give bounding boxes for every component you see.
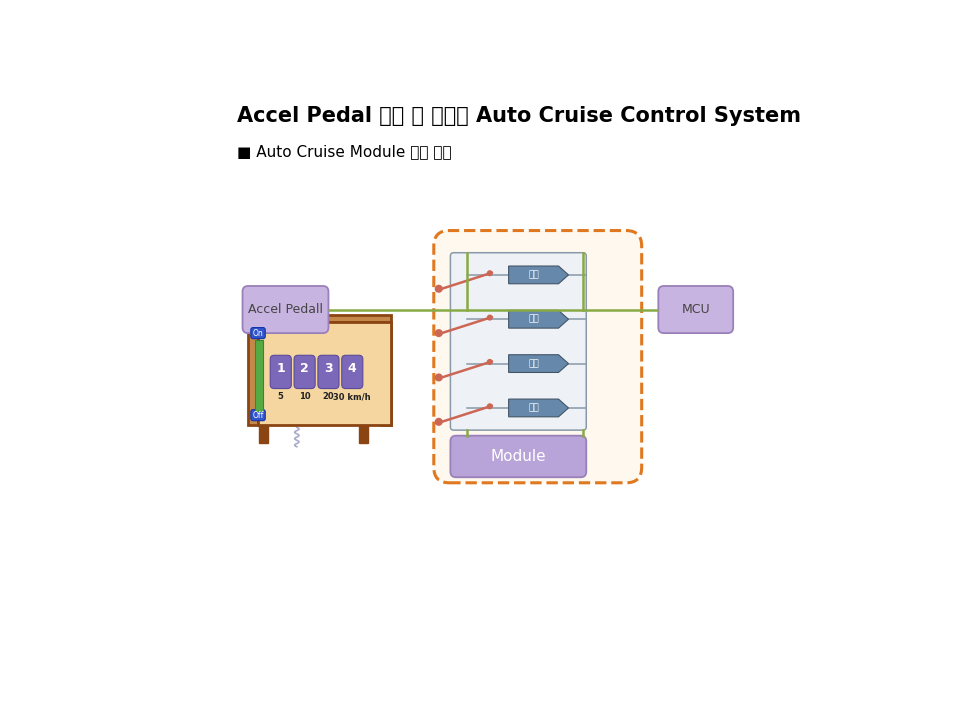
- Text: ■ Auto Cruise Module 제작 도안: ■ Auto Cruise Module 제작 도안: [237, 145, 451, 160]
- Text: 1: 1: [276, 362, 285, 375]
- Polygon shape: [509, 266, 568, 284]
- Circle shape: [436, 330, 443, 336]
- FancyBboxPatch shape: [450, 253, 587, 430]
- FancyBboxPatch shape: [271, 355, 291, 389]
- FancyBboxPatch shape: [251, 410, 265, 420]
- Text: Off: Off: [252, 410, 264, 420]
- FancyBboxPatch shape: [450, 436, 587, 477]
- Text: 3: 3: [324, 362, 333, 375]
- Circle shape: [436, 285, 443, 292]
- Polygon shape: [509, 310, 568, 328]
- Text: 저항: 저항: [528, 359, 539, 368]
- Polygon shape: [509, 355, 568, 372]
- FancyBboxPatch shape: [659, 286, 733, 333]
- Bar: [259, 425, 268, 443]
- Bar: [381, 322, 391, 425]
- Text: Accel Pedal 출력 값 조정형 Auto Cruise Control System: Accel Pedal 출력 값 조정형 Auto Cruise Control…: [237, 106, 801, 126]
- FancyBboxPatch shape: [251, 328, 265, 338]
- Text: 20: 20: [323, 392, 334, 401]
- FancyBboxPatch shape: [342, 355, 363, 389]
- Circle shape: [488, 271, 492, 276]
- Circle shape: [488, 315, 492, 320]
- FancyBboxPatch shape: [243, 286, 328, 333]
- FancyBboxPatch shape: [434, 230, 641, 483]
- Text: On: On: [252, 328, 263, 338]
- Text: 10: 10: [299, 392, 310, 401]
- FancyBboxPatch shape: [318, 355, 339, 389]
- Polygon shape: [509, 399, 568, 417]
- Text: 저항: 저항: [528, 315, 539, 324]
- Text: 저항: 저항: [528, 271, 539, 279]
- Bar: [248, 315, 391, 322]
- Circle shape: [436, 418, 443, 425]
- Bar: [359, 425, 368, 443]
- Circle shape: [488, 359, 492, 364]
- Text: Module: Module: [491, 449, 546, 464]
- Text: 5: 5: [277, 392, 284, 401]
- Text: 30 km/h: 30 km/h: [333, 392, 372, 401]
- Bar: [248, 322, 258, 425]
- Text: Accel Pedall: Accel Pedall: [248, 303, 323, 316]
- Bar: [255, 340, 263, 410]
- Circle shape: [488, 404, 492, 409]
- FancyBboxPatch shape: [294, 355, 315, 389]
- Text: 2: 2: [300, 362, 309, 375]
- Text: 저항: 저항: [528, 403, 539, 413]
- Text: MCU: MCU: [682, 303, 710, 316]
- Text: 4: 4: [348, 362, 357, 375]
- Circle shape: [436, 374, 443, 381]
- Bar: [258, 322, 391, 425]
